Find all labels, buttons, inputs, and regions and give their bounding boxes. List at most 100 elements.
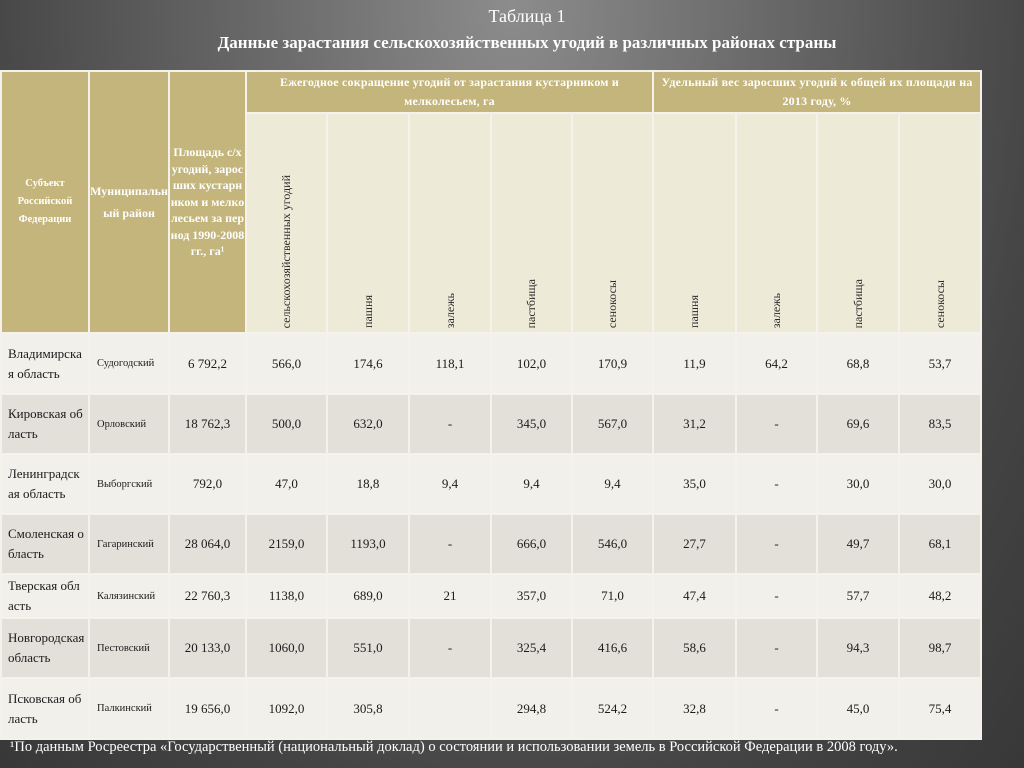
header-overgrown-share: Удельный вес заросших угодий к общей их … bbox=[652, 70, 983, 114]
cell-district: Орловский bbox=[88, 393, 170, 455]
cell-district: Гагаринский bbox=[88, 513, 170, 575]
cell-annual-hayfield: 71,0 bbox=[570, 573, 655, 619]
cell-subject: Кировская область bbox=[0, 393, 90, 455]
subheader-label: пашня bbox=[687, 295, 702, 328]
cell-overgrown-area: 19 656,0 bbox=[168, 677, 247, 740]
table-row: Ленинградская область Выборгский 792,0 47,0… bbox=[0, 453, 983, 515]
cell-share-hayfield: 83,5 bbox=[898, 393, 983, 455]
subheader-label: сельскохозяйственных угодий bbox=[279, 174, 293, 328]
cell-share-arable: 11,9 bbox=[652, 332, 738, 395]
cell-annual-fallow bbox=[408, 677, 492, 740]
table-body: Владимирская область Судогодский 6 792,2 56… bbox=[0, 332, 983, 740]
cell-overgrown-area: 22 760,3 bbox=[168, 573, 247, 619]
cell-annual-hayfield: 546,0 bbox=[570, 513, 655, 575]
cell-share-arable: 35,0 bbox=[652, 453, 738, 515]
cell-share-fallow: - bbox=[735, 617, 819, 679]
cell-share-arable: 31,2 bbox=[652, 393, 738, 455]
cell-annual-arable: 632,0 bbox=[326, 393, 410, 455]
table-row: Смоленская область Гагаринский 28 064,0 215… bbox=[0, 513, 983, 575]
cell-district: Палкинский bbox=[88, 677, 170, 740]
table-row: Кировская область Орловский 18 762,3 500,0 6… bbox=[0, 393, 983, 455]
cell-share-arable: 32,8 bbox=[652, 677, 738, 740]
cell-share-hayfield: 48,2 bbox=[898, 573, 983, 619]
cell-subject: Псковская область bbox=[0, 677, 90, 740]
table-row: Новгородская область Пестовский 20 133,0 10… bbox=[0, 617, 983, 679]
cell-subject: Новгородская область bbox=[0, 617, 90, 679]
cell-annual-fallow: - bbox=[408, 513, 492, 575]
cell-share-arable: 47,4 bbox=[652, 573, 738, 619]
subheader-label: пастбища bbox=[524, 278, 538, 328]
cell-annual-pasture: 9,4 bbox=[490, 453, 573, 515]
cell-annual-hayfield: 170,9 bbox=[570, 332, 655, 395]
subheader-label: пастбища bbox=[850, 278, 865, 328]
subheader-label: сенокосы bbox=[605, 279, 619, 328]
subheader-annual-hayfield: сенокосы bbox=[570, 112, 655, 334]
cell-overgrown-area: 20 133,0 bbox=[168, 617, 247, 679]
table-title: Данные зарастания сельскохозяйственных у… bbox=[217, 33, 837, 52]
cell-share-hayfield: 98,7 bbox=[898, 617, 983, 679]
data-table: Субъект Российской Федерации Муниципальн… bbox=[0, 70, 983, 740]
subheader-label: пашня bbox=[360, 295, 375, 328]
cell-share-fallow: - bbox=[735, 393, 819, 455]
cell-share-arable: 27,7 bbox=[652, 513, 738, 575]
cell-share-fallow: - bbox=[735, 573, 819, 619]
cell-annual-farmland: 47,0 bbox=[245, 453, 328, 515]
cell-overgrown-area: 18 762,3 bbox=[168, 393, 247, 455]
cell-share-pasture: 30,0 bbox=[816, 453, 901, 515]
subheader-annual-pasture: пастбища bbox=[490, 112, 573, 334]
cell-annual-arable: 551,0 bbox=[326, 617, 410, 679]
cell-subject: Ленинградская область bbox=[0, 453, 90, 515]
table-row: Владимирская область Судогодский 6 792,2 56… bbox=[0, 332, 983, 395]
cell-annual-fallow: - bbox=[408, 393, 492, 455]
subheader-share-fallow: залежь bbox=[735, 112, 819, 334]
cell-annual-arable: 689,0 bbox=[326, 573, 410, 619]
cell-annual-farmland: 1138,0 bbox=[245, 573, 328, 619]
cell-annual-pasture: 294,8 bbox=[490, 677, 573, 740]
cell-subject: Тверская область bbox=[0, 573, 90, 619]
subheader-label: залежь bbox=[769, 292, 784, 328]
cell-share-pasture: 94,3 bbox=[816, 617, 901, 679]
subheader-label: залежь bbox=[442, 292, 457, 328]
cell-annual-farmland: 1060,0 bbox=[245, 617, 328, 679]
subheader-annual-farmland: сельскохозяйственных угодий bbox=[245, 112, 328, 334]
cell-subject: Владимирская область bbox=[0, 332, 90, 395]
cell-annual-farmland: 566,0 bbox=[245, 332, 328, 395]
cell-district: Судогодский bbox=[88, 332, 170, 395]
cell-district: Выборгский bbox=[88, 453, 170, 515]
table-caption: Таблица 1 bbox=[488, 6, 566, 26]
cell-share-fallow: - bbox=[735, 513, 819, 575]
header-subject: Субъект Российской Федерации bbox=[0, 70, 90, 334]
cell-annual-fallow: - bbox=[408, 617, 492, 679]
table-row: Псковская область Палкинский 19 656,0 1092,… bbox=[0, 677, 983, 740]
header-row-columns: сельскохозяйственных угодий пашня залежь… bbox=[1, 112, 983, 334]
cell-annual-pasture: 102,0 bbox=[490, 332, 573, 395]
cell-overgrown-area: 792,0 bbox=[168, 453, 247, 515]
cell-annual-farmland: 2159,0 bbox=[245, 513, 328, 575]
cell-share-hayfield: 30,0 bbox=[898, 453, 983, 515]
cell-share-fallow: - bbox=[735, 453, 819, 515]
cell-share-hayfield: 75,4 bbox=[898, 677, 983, 740]
subheader-annual-arable: пашня bbox=[326, 112, 410, 334]
cell-share-pasture: 68,8 bbox=[816, 332, 901, 395]
cell-annual-farmland: 500,0 bbox=[245, 393, 328, 455]
footnote: ¹По данным Росреестра «Государственный (… bbox=[10, 739, 898, 755]
cell-annual-arable: 1193,0 bbox=[326, 513, 410, 575]
cell-share-fallow: 64,2 bbox=[735, 332, 819, 395]
cell-annual-arable: 18,8 bbox=[326, 453, 410, 515]
cell-annual-fallow: 118,1 bbox=[408, 332, 492, 395]
cell-annual-pasture: 325,4 bbox=[490, 617, 573, 679]
subheader-share-hayfield: сенокосы bbox=[898, 112, 983, 334]
cell-annual-pasture: 666,0 bbox=[490, 513, 573, 575]
cell-share-arable: 58,6 bbox=[652, 617, 738, 679]
cell-share-fallow: - bbox=[735, 677, 819, 740]
cell-share-pasture: 57,7 bbox=[816, 573, 901, 619]
cell-annual-hayfield: 416,6 bbox=[570, 617, 655, 679]
cell-share-hayfield: 68,1 bbox=[898, 513, 983, 575]
cell-district: Калязинский bbox=[88, 573, 170, 619]
cell-annual-arable: 305,8 bbox=[326, 677, 410, 740]
header-district: Муниципальный район bbox=[88, 70, 170, 334]
cell-annual-fallow: 9,4 bbox=[408, 453, 492, 515]
header-row-groups: Субъект Российской Федерации Муниципальн… bbox=[0, 70, 983, 334]
cell-share-pasture: 45,0 bbox=[816, 677, 901, 740]
cell-annual-hayfield: 567,0 bbox=[570, 393, 655, 455]
